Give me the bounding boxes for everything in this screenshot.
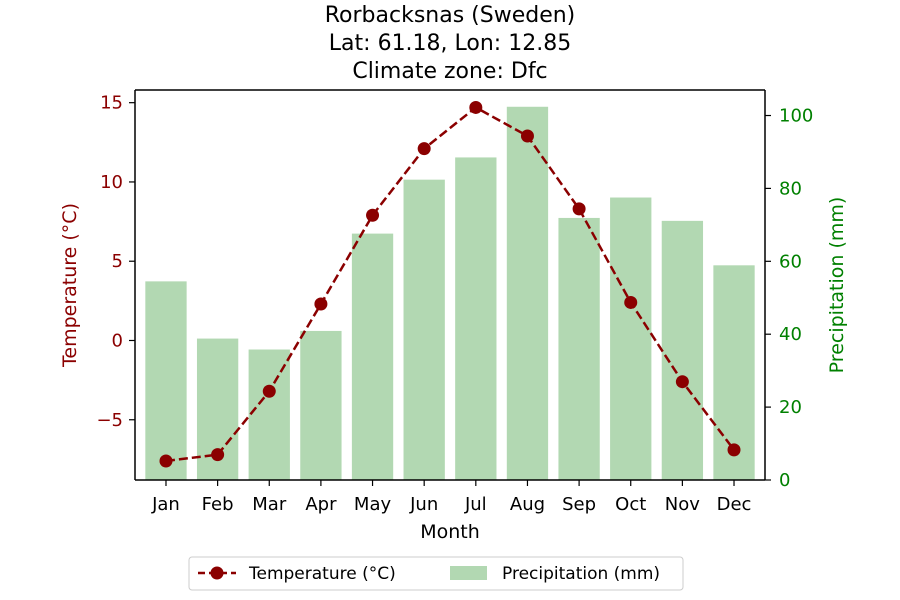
title-line-1: Rorbacksnas (Sweden) [325,3,576,28]
legend-temperature-marker [210,566,224,580]
axes [134,89,766,481]
right-tick-label: 60 [779,251,802,272]
left-tick-label: 0 [112,330,123,351]
x-tick-label-oct: Oct [615,494,646,515]
temp-point-sep [572,202,586,216]
temperature-line [165,105,736,463]
precip-bar-oct [610,197,652,480]
precip-bar-mar [248,349,290,480]
temp-point-feb [211,448,225,462]
precip-bar-aug [506,106,549,480]
temp-point-oct [624,295,638,309]
legend-frame [188,556,684,591]
left-tick-label: 5 [112,251,123,272]
x-tick-label-may: May [354,494,392,515]
x-tick-label-aug: Aug [510,494,545,515]
temp-point-jul [469,100,483,114]
temp-point-jun [417,142,431,156]
temp-point-mar [262,384,276,398]
x-tick-label-sep: Sep [562,494,596,515]
title-line-2: Lat: 61.18, Lon: 12.85 [329,31,571,56]
x-tick-label-feb: Feb [202,494,234,515]
precipitation-bars [145,106,755,481]
legend: Temperature (°C) Precipitation (mm) [188,556,684,591]
right-tick-label: 40 [779,324,802,345]
temp-point-dec [727,443,741,457]
chart-title: Rorbacksnas (Sweden) Lat: 61.18, Lon: 12.… [325,3,576,84]
right-tick-label: 0 [779,470,790,491]
precip-bar-jun [403,179,445,480]
x-tick-label-jul: Jul [464,494,487,515]
legend-precipitation-swatch [450,566,487,580]
temp-point-nov [675,375,689,389]
precip-bar-may [351,233,394,480]
precip-bar-nov [661,220,704,480]
left-tick-label: −5 [96,410,123,431]
temp-point-aug [520,129,534,143]
right-tick-label: 20 [779,397,802,418]
x-tick-label-nov: Nov [665,494,700,515]
title-line-3: Climate zone: Dfc [352,59,547,84]
x-axis-label: Month [420,521,480,543]
precip-bar-jan [145,281,187,480]
temp-point-apr [314,297,328,311]
precip-bar-jul [455,157,497,480]
temp-point-jan [159,454,173,468]
precip-bar-apr [300,330,342,480]
right-tick-label: 80 [779,178,802,199]
x-tick-label-mar: Mar [252,494,287,515]
x-tick-label-jan: Jan [151,494,180,515]
temperature-line-layer [159,100,741,468]
x-tick-label-jun: Jun [409,494,438,515]
x-axis-ticks: Jan Feb Mar Apr May Jun Jul Aug Sep Oct Nov Dec [151,480,751,515]
right-axis-ticks: 0 20 40 60 80 100 [765,106,813,491]
left-tick-label: 15 [100,93,123,114]
x-tick-label-dec: Dec [717,494,752,515]
right-axis-label: Precipitation (mm) [826,197,848,374]
precip-bar-sep [558,217,600,481]
legend-precipitation-label: Precipitation (mm) [502,564,660,584]
x-tick-label-apr: Apr [305,494,337,515]
left-axis-label: Temperature (°C) [59,203,81,368]
right-tick-label: 100 [779,106,813,127]
legend-temperature-label: Temperature (°C) [248,564,396,584]
left-tick-label: 10 [100,172,123,193]
temp-point-may [366,208,380,222]
left-axis-ticks: −5 0 5 10 15 [96,93,135,431]
